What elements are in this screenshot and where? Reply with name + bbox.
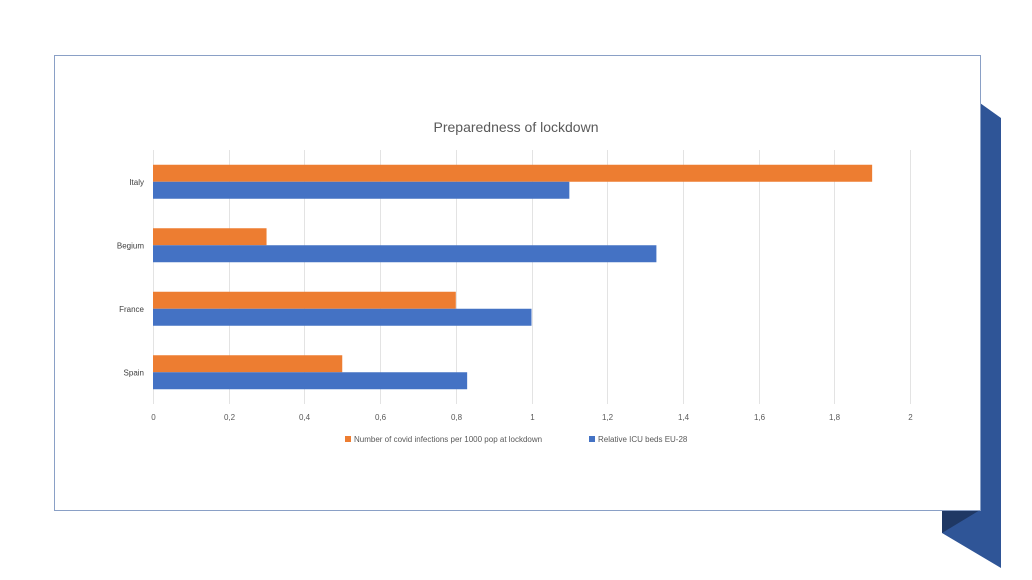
bar <box>153 228 267 246</box>
chart-title: Preparedness of lockdown <box>434 119 599 135</box>
legend-label-icu-beds: Relative ICU beds EU-28 <box>598 435 688 444</box>
x-tick-label: 1,2 <box>602 413 614 422</box>
x-tick-label: 0 <box>151 413 156 422</box>
legend-swatch-icu-beds <box>589 436 595 442</box>
category-label: France <box>119 305 144 314</box>
ribbon-fold-decoration <box>942 510 980 533</box>
x-tick-label: 0,6 <box>375 413 387 422</box>
legend-swatch-infections <box>345 436 351 442</box>
x-tick-label: 0,2 <box>224 413 236 422</box>
legend-label-infections: Number of covid infections per 1000 pop … <box>354 435 542 444</box>
x-tick-label: 1,8 <box>829 413 841 422</box>
category-labels: Italy Begium France Spain <box>117 178 145 378</box>
bars <box>153 164 873 390</box>
bar <box>153 372 468 390</box>
gridlines <box>153 150 911 404</box>
bar <box>153 308 532 326</box>
x-tick-label: 1,6 <box>754 413 766 422</box>
x-tick-label: 0,4 <box>299 413 311 422</box>
x-tick-label: 1 <box>530 413 535 422</box>
x-axis-ticks: 0 0,2 0,4 0,6 0,8 1 1,2 1,4 1,6 1,8 2 <box>151 413 913 422</box>
bar <box>153 291 456 309</box>
legend: Number of covid infections per 1000 pop … <box>345 435 688 444</box>
x-tick-label: 1,4 <box>678 413 690 422</box>
x-tick-label: 0,8 <box>451 413 463 422</box>
bar <box>153 164 873 182</box>
bar <box>153 245 657 263</box>
ribbon-decoration <box>942 103 1001 568</box>
category-label: Spain <box>124 368 144 377</box>
chart-frame <box>54 55 981 511</box>
category-label: Begium <box>117 241 144 250</box>
bar <box>153 181 570 199</box>
bar <box>153 355 343 373</box>
category-label: Italy <box>129 178 144 187</box>
x-tick-label: 2 <box>908 413 913 422</box>
